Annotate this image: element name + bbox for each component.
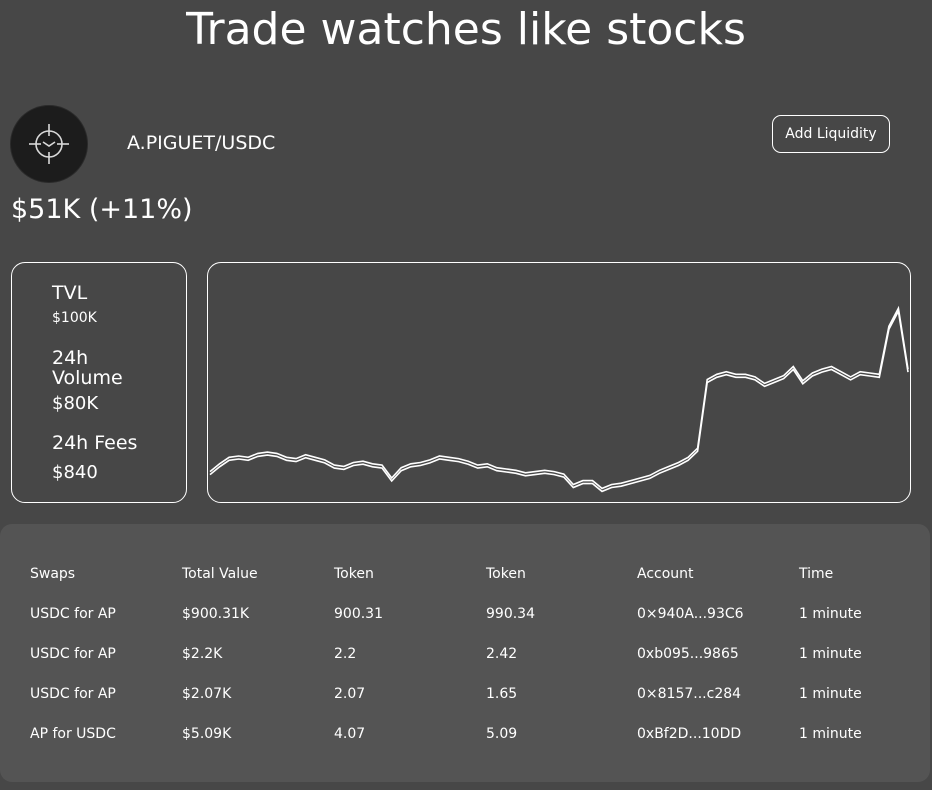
- column-header-token-b: Token: [486, 566, 526, 582]
- cell-token-b: 1.65: [486, 686, 518, 702]
- fees-value: $840: [52, 462, 98, 483]
- cell-swap-type: USDC for AP: [30, 686, 116, 702]
- cell-account: 0×940A...93C6: [637, 606, 744, 622]
- cell-time: 1 minute: [799, 686, 862, 702]
- column-header-time: Time: [799, 566, 834, 582]
- cell-swap-type: USDC for AP: [30, 646, 116, 662]
- cell-swap-type: AP for USDC: [30, 726, 116, 742]
- cell-account: 0xb095...9865: [637, 646, 739, 662]
- cell-token-a: 4.07: [334, 726, 366, 742]
- cell-token-a: 900.31: [334, 606, 383, 622]
- cell-time: 1 minute: [799, 646, 862, 662]
- volume-value: $80K: [52, 393, 99, 414]
- cell-swap-type: USDC for AP: [30, 606, 116, 622]
- column-header-token-a: Token: [334, 566, 374, 582]
- price-chart-svg: [209, 305, 909, 493]
- page-headline: Trade watches like stocks: [186, 4, 746, 55]
- cell-time: 1 minute: [799, 726, 862, 742]
- price-line: [209, 305, 909, 490]
- cell-total-value: $2.07K: [182, 686, 232, 702]
- pool-logo: [11, 106, 87, 182]
- column-header-total-value: Total Value: [182, 566, 258, 582]
- price-line-shadow: [209, 308, 909, 493]
- tvl-value: $100K: [52, 310, 97, 326]
- price-chart: [207, 262, 911, 503]
- swaps-table: Swaps Total Value Token Token Account Time USD…: [0, 524, 930, 782]
- cell-account: 0xBf2D...10DD: [637, 726, 742, 742]
- volume-label-line2: Volume: [52, 367, 123, 389]
- add-liquidity-button[interactable]: Add Liquidity: [772, 115, 890, 153]
- cell-total-value: $900.31K: [182, 606, 250, 622]
- pool-stats-card: TVL $100K 24h Volume $80K 24h Fees $840: [11, 262, 187, 503]
- cell-account: 0×8157...c284: [637, 686, 742, 702]
- cell-token-b: 2.42: [486, 646, 518, 662]
- cell-token-b: 990.34: [486, 606, 535, 622]
- fees-label: 24h Fees: [52, 432, 138, 454]
- cell-token-b: 5.09: [486, 726, 518, 742]
- pool-price: $51K (+11%): [11, 194, 193, 225]
- cell-total-value: $5.09K: [182, 726, 232, 742]
- cell-time: 1 minute: [799, 606, 862, 622]
- volume-label-line1: 24h: [52, 347, 89, 369]
- cell-token-a: 2.2: [334, 646, 357, 662]
- column-header-account: Account: [637, 566, 694, 582]
- cell-total-value: $2.2K: [182, 646, 223, 662]
- target-crosshair-icon: [29, 124, 69, 164]
- tvl-label: TVL: [52, 282, 88, 304]
- cell-token-a: 2.07: [334, 686, 366, 702]
- pool-pair-name: A.PIGUET/USDC: [127, 132, 276, 154]
- column-header-swap-type: Swaps: [30, 566, 76, 582]
